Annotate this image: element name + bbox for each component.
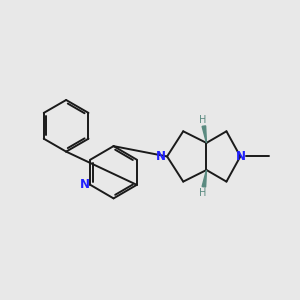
Text: N: N [236, 150, 246, 163]
Text: N: N [156, 150, 166, 163]
Text: H: H [199, 115, 207, 125]
Polygon shape [202, 170, 206, 187]
Text: H: H [199, 188, 207, 198]
Polygon shape [202, 126, 206, 143]
Text: N: N [80, 178, 89, 191]
